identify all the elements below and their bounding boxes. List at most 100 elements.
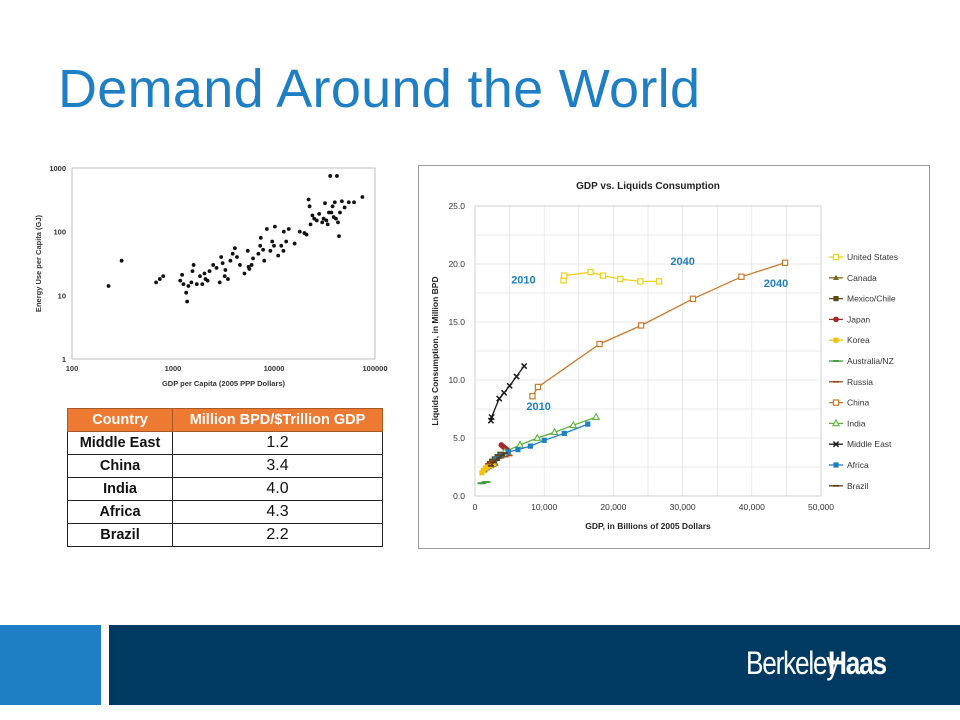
legend-label: United States [847,252,898,262]
legend-label: Japan [847,314,870,324]
data-point [184,290,189,295]
annotation-label: 2040 [670,256,694,268]
data-point [561,430,567,436]
data-point [191,263,196,267]
data-point [534,383,542,391]
value-cell: 3.4 [172,454,383,478]
y-tick-label: 1 [62,355,66,364]
data-point [228,258,233,263]
y-tick-label: 100 [53,228,66,237]
legend-item: Mexico/Chile [829,294,896,304]
data-point [550,427,559,436]
data-point [496,395,503,402]
data-point [217,280,222,285]
data-point [338,210,342,215]
data-point [655,278,663,285]
berkeley-haas-logo: Berkeley Haas [746,645,899,685]
country-cell: Brazil [67,523,173,547]
country-cell: India [67,477,173,501]
data-point [207,269,212,274]
y-tick-label: 25.0 [448,201,465,211]
data-point [493,456,499,462]
legend-item: China [829,398,869,408]
data-point [325,222,330,227]
data-point [304,232,309,237]
data-point [272,243,276,248]
data-point [180,272,184,277]
data-point [211,263,216,267]
data-point [833,274,839,280]
data-point [226,277,230,281]
data-point [689,295,697,302]
y-tick-label: 1000 [49,164,66,173]
value-cell: 4.0 [172,477,383,501]
logo-word-berkeley: Berkeley [746,645,839,681]
data-point [214,265,219,270]
x-tick-label: 50,000 [808,502,834,512]
series-united-states [560,268,663,285]
data-point [333,216,338,221]
data-point [533,433,542,441]
gdp-liquids-line-chart: GDP vs. Liquids Consumption 0 10,000 20,000… [430,181,898,531]
energy-gdp-scatter-chart: 100 1000 10000 100000 1 10 100 1000 GDP per Capi… [34,164,388,388]
data-point [264,227,269,231]
data-point [587,268,594,276]
data-point [276,253,281,258]
data-point [833,337,839,343]
data-point [332,200,337,205]
data-point [360,195,365,199]
series-australia-nz [477,481,491,485]
chart-title: GDP vs. Liquids Consumption [576,181,720,192]
data-point [247,267,252,271]
data-point [342,205,347,210]
series-line [562,271,660,283]
data-point [178,278,183,283]
data-point [832,253,840,261]
data-point [297,229,302,234]
value-cell: 2.2 [172,523,383,547]
data-point [232,246,237,251]
intensity-table: Country Million BPD/$Trillion GDP Middle… [67,408,383,547]
data-point [185,299,190,304]
annotation-label: 2010 [511,275,535,287]
data-point [505,449,511,455]
x-tick-label: 40,000 [739,502,765,512]
data-point [261,247,266,252]
data-point [833,316,839,323]
country-cell: China [67,454,173,478]
series-brazil [487,452,508,467]
data-point [245,248,250,253]
data-point [337,234,341,239]
data-point [189,280,194,285]
table-row: China 3.4 [67,454,383,478]
legend-label: India [847,418,866,428]
data-point [500,389,508,396]
data-point [286,227,291,231]
data-point [284,239,289,244]
data-point [238,263,242,267]
legend-label: Korea [847,335,870,345]
data-point [324,218,329,223]
legend-item: Australia/NZ [829,356,894,366]
data-point [258,243,263,248]
data-point [831,418,841,427]
annotation-label: 2010 [526,401,550,413]
legend-label: Mexico/Chile [847,294,896,304]
data-point [314,218,319,223]
data-point [292,241,297,246]
data-point [258,235,263,240]
y-tick-label: 20.0 [448,259,465,269]
legend-label: Canada [847,273,877,283]
data-point [181,282,186,287]
legend-item: Brazil [829,481,868,491]
data-point [186,284,191,288]
table-header-intensity: Million BPD/$Trillion GDP [172,408,383,432]
data-point [833,296,839,302]
legend-label: Australia/NZ [847,356,894,366]
table-row: Middle East 1.2 [67,431,383,455]
value-cell: 4.3 [172,500,383,524]
table-row: India 4.0 [67,477,383,501]
data-point [541,437,547,443]
data-point [317,212,322,216]
data-point [515,447,521,453]
